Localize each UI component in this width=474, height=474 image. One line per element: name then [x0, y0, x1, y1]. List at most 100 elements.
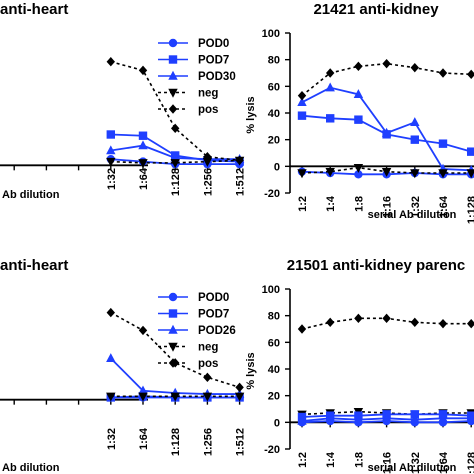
legend: POD0 POD7 POD30 neg pos	[158, 38, 236, 116]
data-point	[382, 313, 391, 324]
y-tick-label: 80	[268, 311, 280, 323]
x-tick-label: 1:128	[466, 452, 474, 474]
data-point	[326, 68, 335, 78]
x-tick-label: 1:256	[202, 428, 214, 456]
x-tick-label: 1:32	[410, 452, 422, 474]
data-point	[354, 115, 363, 124]
x-tick-label: 1:16	[382, 196, 394, 218]
legend: POD0 POD7 POD26 neg pos	[158, 292, 236, 370]
data-point	[106, 145, 116, 155]
series-triangle-0	[297, 82, 474, 175]
legend-label: POD0	[198, 38, 229, 50]
series-diamond-0	[297, 313, 474, 334]
x-tick-label: 1:2	[297, 196, 309, 212]
legend-marker	[168, 324, 178, 334]
chart-panel-1: anti-heart 1:32 1:64 1:128 1:256 1:512 Ab dilu…	[0, 1, 247, 201]
data-point	[234, 392, 245, 402]
legend-label: pos	[198, 358, 218, 370]
x-tick-label: 1:256	[202, 168, 214, 196]
x-axis-label: Ab dilution	[2, 189, 60, 201]
data-point	[354, 61, 363, 72]
data-point	[297, 169, 307, 179]
y-tick-label: 60	[268, 337, 280, 349]
data-point	[438, 418, 448, 427]
series-circle-4	[297, 416, 474, 427]
chart-title: 21421 anti-kidney	[313, 1, 439, 18]
data-point	[106, 130, 115, 139]
x-tick-label: 1:64	[438, 195, 450, 218]
legend-marker	[168, 104, 178, 114]
legend-marker	[168, 292, 178, 302]
data-point	[138, 325, 148, 336]
data-point	[106, 353, 116, 363]
chart-panel-3: anti-heart 1:32 1:64 1:128 1:256 1:512 Ab dilu…	[0, 257, 247, 474]
data-point	[410, 317, 419, 328]
y-tick-label: 40	[268, 108, 280, 120]
x-tick-label: 1:16	[382, 452, 394, 474]
data-point	[297, 111, 307, 120]
legend-label: POD0	[198, 292, 229, 304]
x-tick-label: 1:128	[466, 196, 474, 224]
legend-marker	[168, 309, 178, 318]
legend-label: POD7	[198, 309, 229, 321]
data-point	[297, 324, 307, 334]
data-point	[382, 58, 391, 69]
series-neg	[106, 392, 245, 402]
x-tick-label: 1:64	[438, 451, 450, 474]
legend-label: POD7	[198, 55, 229, 67]
x-axis-label: serial Ab dilution	[368, 209, 457, 221]
data-point	[410, 410, 419, 419]
x-tick-label: 1:8	[353, 196, 365, 212]
data-point	[382, 416, 391, 426]
data-point	[410, 135, 419, 144]
series-pos	[106, 57, 244, 166]
legend-label: POD26	[198, 325, 236, 337]
data-point	[170, 392, 180, 402]
series-triangle-down-4	[297, 163, 474, 179]
data-point	[202, 157, 213, 167]
data-point	[325, 82, 335, 92]
x-tick-label: 1:4	[325, 195, 337, 212]
legend-marker	[168, 342, 178, 352]
data-point	[138, 385, 148, 395]
data-point	[438, 68, 448, 78]
chart-panel-2: 21421 anti-kidney 100 80 60 40 20 0 -20 % lysis 1…	[245, 1, 474, 224]
data-point	[354, 313, 363, 324]
y-tick-label: 20	[268, 391, 280, 403]
legend-label: pos	[198, 104, 218, 116]
data-point	[297, 97, 307, 107]
y-tick-label: 0	[274, 417, 280, 429]
data-point	[138, 65, 148, 76]
data-point	[410, 169, 420, 179]
x-tick-label: 1:512	[235, 168, 247, 196]
series-diamond-3	[297, 58, 474, 101]
x-axis-label: Ab dilution	[2, 462, 60, 474]
data-point	[438, 139, 448, 148]
y-tick-label: 100	[262, 28, 280, 40]
data-point	[138, 392, 148, 402]
y-tick-label: -20	[264, 188, 280, 200]
data-point	[438, 169, 448, 179]
data-point	[410, 62, 419, 73]
data-point	[106, 57, 115, 67]
legend-marker	[168, 88, 178, 98]
data-point	[235, 382, 244, 393]
data-point	[106, 307, 115, 318]
y-axis-label: % lysis	[245, 352, 257, 389]
data-point	[235, 155, 244, 166]
x-tick-label: 1:32	[410, 196, 422, 218]
data-point	[467, 69, 474, 80]
data-point	[354, 170, 363, 179]
legend-marker	[168, 55, 178, 64]
series-line	[110, 311, 240, 389]
x-tick-label: 1:2	[297, 452, 309, 468]
data-point	[203, 152, 212, 162]
chart-title: 21501 anti-kidney parenc	[287, 257, 465, 274]
data-point	[138, 159, 148, 169]
data-point	[353, 163, 364, 173]
x-tick-label: 1:64	[138, 167, 150, 190]
series-pos	[106, 307, 244, 393]
x-tick-label: 1:32	[106, 428, 118, 450]
data-point	[410, 117, 420, 127]
